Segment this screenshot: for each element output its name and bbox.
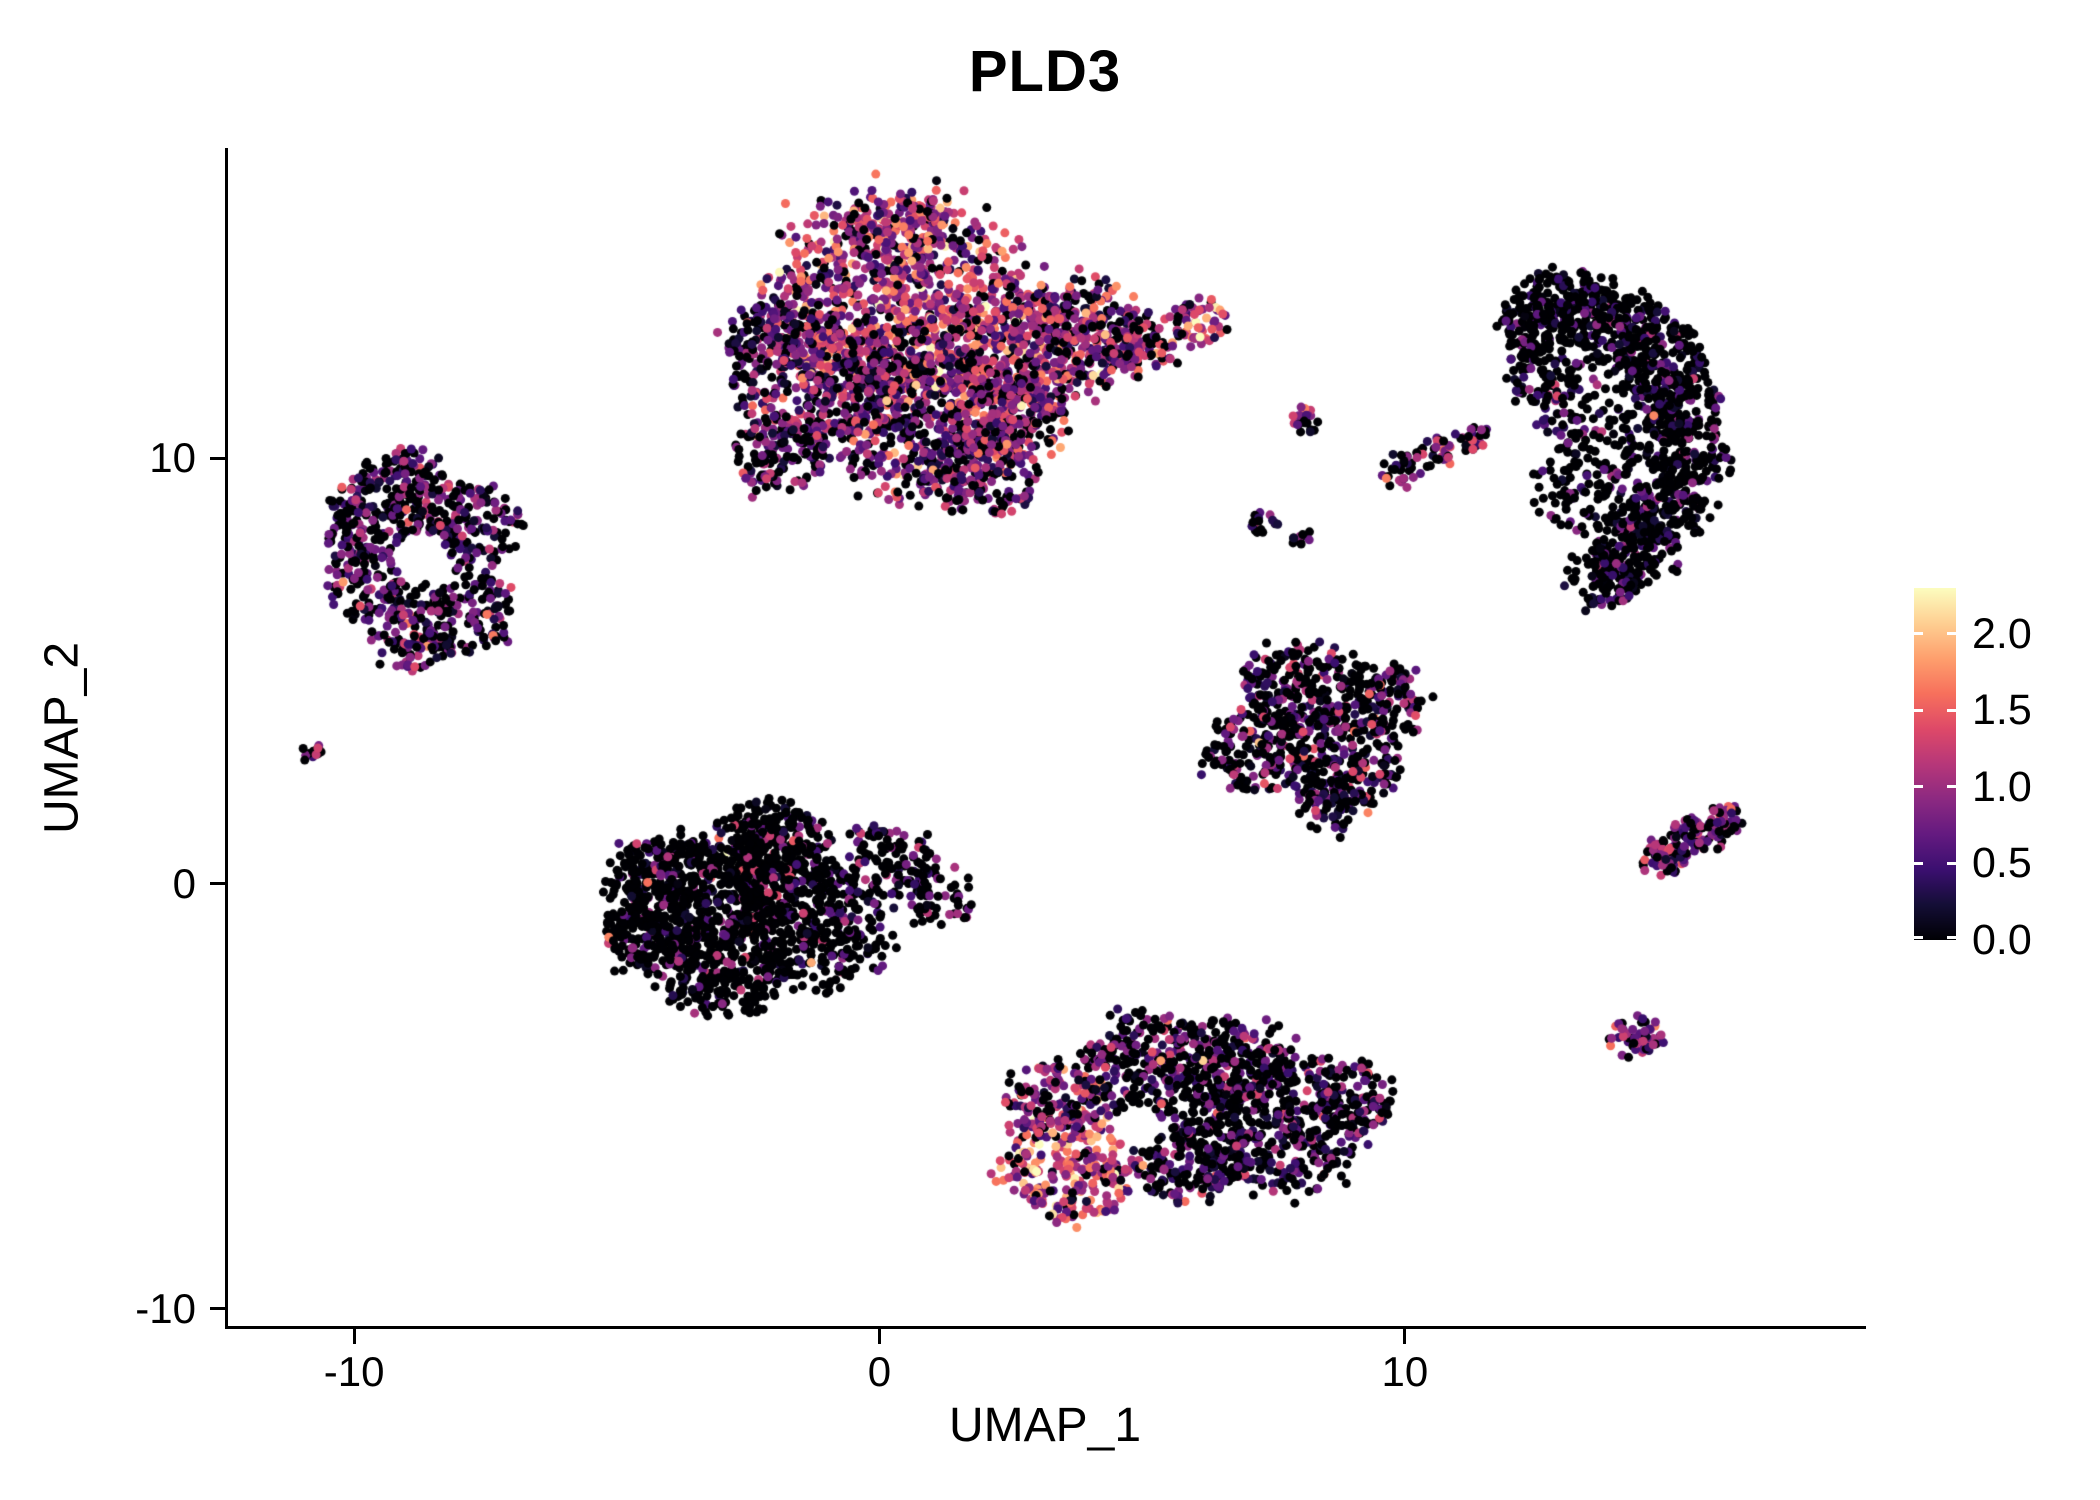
colorbar-tick-mark xyxy=(1947,632,1956,636)
x-axis-title: UMAP_1 xyxy=(948,1399,1142,1452)
y-tick-label: -10 xyxy=(135,1284,196,1332)
colorbar-tick-mark xyxy=(1914,708,1923,712)
colorbar-tick-mark xyxy=(1947,708,1956,712)
colorbar-tick-mark xyxy=(1914,632,1923,636)
colorbar-tick-label: 0.0 xyxy=(1972,916,2032,964)
colorbar-tick-mark xyxy=(1914,785,1923,789)
y-tick-label: 0 xyxy=(172,859,196,907)
y-tick-mark xyxy=(210,882,225,886)
colorbar-tick-label: 0.5 xyxy=(1972,839,2032,888)
colorbar-tick-mark xyxy=(1914,935,1923,939)
colorbar-tick-mark xyxy=(1914,861,1923,865)
colorbar-tick-mark xyxy=(1947,935,1956,939)
y-axis-line xyxy=(225,148,228,1329)
colorbar-tick-mark xyxy=(1947,861,1956,865)
x-tick-label: -10 xyxy=(323,1348,385,1395)
colorbar-tick-label: 1.5 xyxy=(1972,686,2032,735)
expression-colorbar xyxy=(1914,588,1956,940)
y-tick-mark xyxy=(210,1307,225,1311)
colorbar-tick-label: 2.0 xyxy=(1972,609,2032,658)
y-axis-title: UMAP_2 xyxy=(35,641,89,835)
colorbar-tick-mark xyxy=(1947,785,1956,789)
y-tick-mark xyxy=(210,456,225,460)
y-tick-label: 10 xyxy=(149,434,196,482)
x-tick-mark xyxy=(877,1329,881,1344)
x-tick-label: 10 xyxy=(1381,1348,1429,1395)
colorbar-tick-label: 1.0 xyxy=(1972,762,2032,811)
x-tick-label: 0 xyxy=(867,1348,892,1395)
x-tick-mark xyxy=(1403,1329,1407,1344)
x-axis-line xyxy=(225,1326,1866,1329)
x-tick-mark xyxy=(352,1329,356,1344)
